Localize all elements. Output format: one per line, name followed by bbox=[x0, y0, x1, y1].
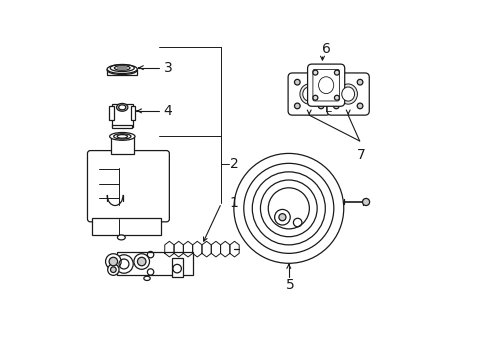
Circle shape bbox=[294, 79, 300, 85]
Circle shape bbox=[356, 79, 362, 85]
Circle shape bbox=[318, 79, 323, 85]
Ellipse shape bbox=[299, 84, 318, 104]
Ellipse shape bbox=[338, 84, 357, 104]
Circle shape bbox=[318, 103, 323, 109]
Circle shape bbox=[109, 257, 118, 266]
Text: 2: 2 bbox=[229, 157, 238, 171]
Circle shape bbox=[233, 153, 343, 263]
Ellipse shape bbox=[302, 87, 315, 101]
Circle shape bbox=[334, 95, 339, 100]
Circle shape bbox=[356, 103, 362, 109]
Circle shape bbox=[312, 70, 317, 75]
Bar bbox=[130, 106, 135, 120]
Circle shape bbox=[312, 95, 317, 100]
Circle shape bbox=[294, 103, 300, 109]
Bar bbox=[111, 136, 134, 154]
Bar bbox=[171, 258, 183, 278]
Bar bbox=[107, 69, 137, 76]
Circle shape bbox=[278, 214, 285, 221]
FancyBboxPatch shape bbox=[326, 73, 368, 115]
Bar bbox=[111, 104, 133, 127]
Ellipse shape bbox=[117, 235, 125, 240]
Ellipse shape bbox=[109, 132, 135, 140]
Text: 4: 4 bbox=[163, 104, 172, 118]
Ellipse shape bbox=[341, 87, 354, 101]
Circle shape bbox=[110, 267, 116, 273]
Ellipse shape bbox=[107, 66, 137, 75]
Bar bbox=[117, 252, 193, 275]
FancyBboxPatch shape bbox=[307, 64, 344, 106]
Circle shape bbox=[333, 103, 339, 109]
Ellipse shape bbox=[143, 276, 150, 280]
Circle shape bbox=[333, 79, 339, 85]
Circle shape bbox=[137, 257, 145, 266]
Bar bbox=[112, 125, 132, 128]
Ellipse shape bbox=[116, 103, 128, 111]
Ellipse shape bbox=[119, 105, 125, 110]
Circle shape bbox=[334, 70, 339, 75]
Bar bbox=[92, 218, 161, 235]
Ellipse shape bbox=[117, 66, 127, 69]
FancyBboxPatch shape bbox=[287, 73, 329, 115]
Circle shape bbox=[362, 198, 369, 206]
Circle shape bbox=[105, 254, 121, 269]
Circle shape bbox=[107, 264, 119, 275]
Bar bbox=[109, 106, 114, 120]
Ellipse shape bbox=[107, 65, 137, 73]
Text: 7: 7 bbox=[356, 148, 365, 162]
Circle shape bbox=[115, 255, 133, 273]
Circle shape bbox=[134, 254, 149, 269]
Text: 1: 1 bbox=[229, 196, 238, 210]
Text: 3: 3 bbox=[163, 60, 172, 75]
Text: 5: 5 bbox=[285, 278, 294, 292]
FancyBboxPatch shape bbox=[87, 150, 169, 222]
Text: 6: 6 bbox=[321, 42, 330, 56]
